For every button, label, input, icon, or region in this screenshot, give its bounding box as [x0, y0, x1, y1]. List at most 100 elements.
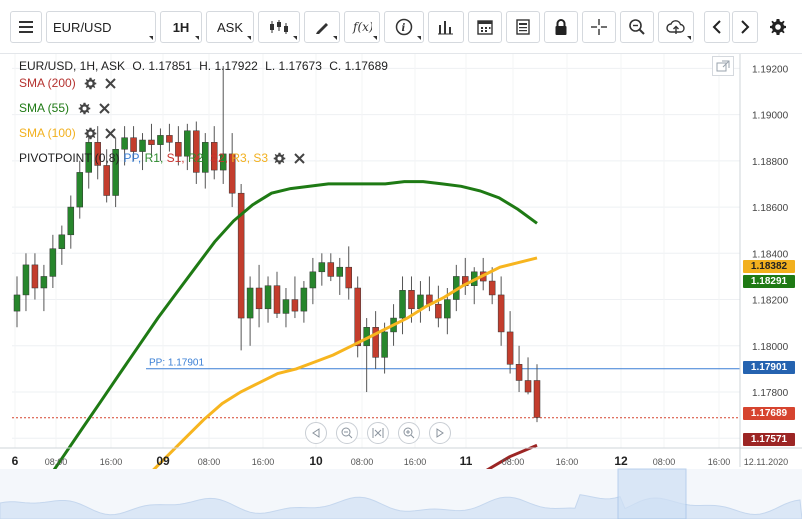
scroll-right-button[interactable] [732, 11, 758, 43]
sma200-settings-button[interactable] [84, 76, 98, 90]
price-tick-label: 1.18800 [752, 157, 789, 168]
lock-icon [555, 19, 567, 35]
news-icon [516, 19, 530, 35]
expand-icon [716, 60, 730, 72]
time-tick-label: 08:00 [198, 457, 221, 467]
calendar-button[interactable] [468, 11, 502, 43]
pencil-icon [316, 23, 328, 34]
sma200-line [481, 443, 538, 475]
candle-down [31, 264, 39, 289]
news-button[interactable] [506, 11, 540, 43]
ohlc-open: O. 1.17851 [132, 59, 192, 73]
settings-button[interactable] [764, 11, 792, 43]
indicators-button[interactable]: f(x) [344, 11, 380, 43]
navigator-timeline [0, 468, 802, 519]
plot-background [12, 54, 740, 448]
chevron-down-icon [195, 36, 199, 40]
chart-type-button[interactable] [258, 11, 300, 43]
candle-down [273, 285, 281, 314]
candle-up [67, 206, 75, 236]
last-price-tag: 1.17689 [743, 407, 795, 420]
time-tick-label: 16:00 [708, 457, 731, 467]
pp-line-label: PP: 1.17901 [149, 358, 204, 369]
sma100-settings-button[interactable] [84, 126, 98, 140]
pan-right-button[interactable] [429, 422, 451, 444]
ohlc-low: L. 1.17673 [265, 59, 322, 73]
time-tick-label: 08:00 [45, 457, 68, 467]
fit-chart-button[interactable] [367, 422, 389, 444]
sma200-label: SMA (200) [19, 76, 76, 90]
expand-chart-button[interactable] [712, 56, 734, 76]
fit-icon [372, 428, 384, 438]
time-tick-label: 16:00 [252, 457, 275, 467]
price-side-button[interactable]: ASK [206, 11, 254, 43]
zoom-out-button[interactable] [336, 422, 358, 444]
legend-pivotpoint: PIVOTPOINT (0,8) PP, R1, S1, R2, S2, R3,… [19, 151, 312, 165]
time-tick-label: 11 [460, 454, 473, 468]
ohlc-high: H. 1.17922 [199, 59, 258, 73]
symbol-input[interactable]: EUR/USD [46, 11, 156, 43]
draw-tool-button[interactable] [304, 11, 340, 43]
candle-up [309, 271, 317, 289]
triangle-left-icon [312, 428, 320, 438]
candle-down [103, 165, 110, 196]
candle-up [58, 234, 66, 249]
gear-icon [84, 127, 97, 139]
pivot-level-r2: R2, [187, 151, 210, 165]
time-tick-label: 16:00 [404, 457, 427, 467]
price-tick-label: 1.18400 [752, 249, 789, 260]
timeframe-button[interactable]: 1H [160, 11, 202, 43]
chevron-right-icon [741, 20, 750, 34]
candle-down [130, 137, 137, 152]
sma100-line [146, 256, 538, 477]
candle-up [184, 130, 191, 157]
sma100-label: SMA (100) [19, 126, 76, 140]
candlestick-series [13, 66, 541, 423]
cloud-save-button[interactable] [658, 11, 694, 43]
pivot-level-s1: S1, [166, 151, 188, 165]
sma55-settings-button[interactable] [77, 101, 91, 115]
close-icon [105, 77, 116, 89]
price-chart[interactable]: PP: 1.17901 1.19200 1.19000 1.18800 1.18600… [0, 54, 802, 519]
candle-up [399, 290, 406, 319]
pivot-settings-button[interactable] [272, 151, 286, 165]
zoom-in-button[interactable] [398, 422, 420, 444]
pivot-remove-button[interactable] [292, 151, 306, 165]
pan-left-button[interactable] [305, 422, 327, 444]
sma100-remove-button[interactable] [104, 126, 118, 140]
scroll-left-button[interactable] [704, 11, 730, 43]
crosshair-button[interactable] [582, 11, 616, 43]
candle-up [112, 149, 119, 196]
legend-sma200: SMA (200) [19, 76, 124, 90]
zoom-icon [629, 19, 645, 35]
time-tick-label: 08:00 [502, 457, 525, 467]
time-tick-label: 12.11.2020 [744, 457, 788, 467]
svg-text:f(x): f(x) [352, 20, 372, 34]
navigator-window [617, 468, 687, 519]
volume-button[interactable] [428, 11, 464, 43]
candle-down [354, 287, 361, 347]
ohlc-pair: EUR/USD, 1H, ASK [19, 59, 126, 73]
zoom-button[interactable] [620, 11, 654, 43]
sma55-price-tag: 1.18291 [743, 275, 795, 288]
chevron-left-icon [712, 20, 721, 34]
sma-lines [42, 180, 538, 486]
candle-down [372, 327, 379, 358]
candle-up [139, 139, 146, 152]
info-button[interactable]: i [384, 11, 424, 43]
sma200-remove-button[interactable] [104, 76, 118, 90]
candle-up [202, 142, 209, 173]
chevron-down-icon [417, 36, 421, 40]
sma55-remove-button[interactable] [97, 101, 111, 115]
candle-down [524, 380, 532, 393]
chart-area[interactable]: PP: 1.17901 1.19200 1.19000 1.18800 1.18600… [0, 54, 802, 519]
price-tick-label: 1.19000 [752, 111, 789, 122]
pivot-level-s2: S2, [210, 151, 232, 165]
candle-up [417, 294, 424, 310]
candle-down [193, 130, 200, 173]
menu-button[interactable] [10, 11, 42, 43]
candle-up [219, 153, 227, 171]
lock-button[interactable] [544, 11, 578, 43]
candle-down [210, 142, 218, 171]
menu-icon [19, 21, 33, 33]
